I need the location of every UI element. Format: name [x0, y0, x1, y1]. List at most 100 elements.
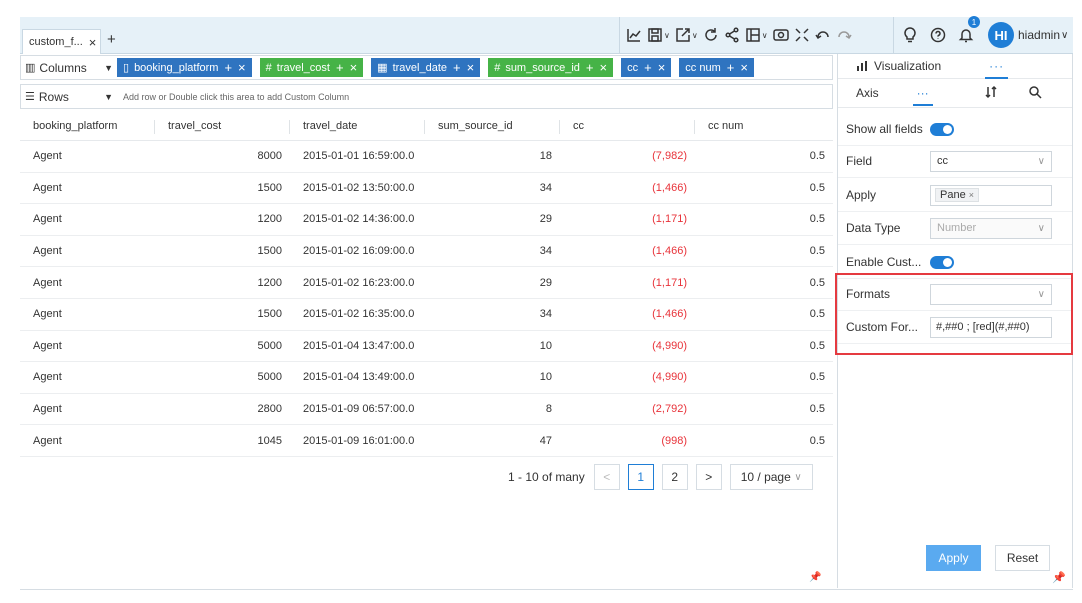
apply-button[interactable]: Apply [926, 545, 981, 571]
column-pill[interactable]: # travel_cost + × [259, 58, 364, 77]
apply-tag-select[interactable]: Pane × [930, 184, 1052, 206]
column-header[interactable]: travel_date [290, 112, 425, 140]
add-icon[interactable]: + [335, 60, 344, 75]
chevron-down-icon[interactable]: ∨ [1061, 29, 1069, 41]
next-page-button[interactable]: > [695, 464, 722, 490]
reset-button[interactable]: Reset [995, 545, 1050, 571]
lightbulb-icon[interactable] [902, 23, 918, 47]
column-header[interactable]: sum_source_id [425, 112, 560, 140]
avatar[interactable]: HI [988, 22, 1014, 48]
pagination-info: 1 - 10 of many [508, 470, 585, 484]
close-icon[interactable]: × [349, 60, 358, 75]
notification-bell-icon[interactable]: 1 [958, 16, 980, 47]
table-cell: (7,982) [652, 150, 687, 163]
page-size-select[interactable]: 10 / page ∨ [729, 464, 813, 490]
caret-down-icon[interactable]: ▼ [104, 91, 113, 102]
table-cell: 5000 [257, 339, 282, 352]
close-icon[interactable]: × [740, 60, 748, 75]
add-tab-icon[interactable]: + [107, 31, 116, 48]
layout-icon[interactable]: ∨ [745, 23, 768, 47]
close-icon[interactable]: × [466, 60, 475, 75]
tab-label: custom_f... [29, 36, 83, 48]
columns-label-group[interactable]: ▥ Columns ▼ [21, 56, 117, 79]
columns-label: Columns [39, 60, 87, 75]
help-icon[interactable] [930, 23, 946, 47]
column-pill[interactable]: # sum_source_id + × [488, 58, 614, 77]
pagination: 1 - 10 of many < 1 2 > 10 / page ∨ [508, 464, 821, 490]
field-select[interactable]: cc ∨ [930, 150, 1052, 172]
table-row[interactable]: Agent 1500 2015-01-02 16:09:00.0 34 (1,466) 0… [20, 236, 833, 268]
table-cell: 2015-01-09 06:57:00.0 [303, 403, 415, 416]
subtab-axis[interactable]: Axis [856, 86, 879, 100]
pin-icon[interactable]: 📌 [1052, 572, 1066, 584]
tag-remove-icon[interactable]: × [968, 190, 974, 200]
apply-tag: Pane × [935, 188, 979, 202]
rows-label-group[interactable]: ☰ Rows ▼ [21, 85, 117, 108]
share-icon[interactable] [724, 23, 740, 47]
prev-page-button[interactable]: < [593, 464, 620, 490]
tab-more[interactable]: ··· [985, 59, 1009, 79]
rows-placeholder[interactable]: Add row or Double click this area to add… [123, 91, 350, 102]
table-row[interactable]: Agent 1500 2015-01-02 16:35:00.0 34 (1,466) 0… [20, 299, 833, 331]
close-icon[interactable]: × [657, 60, 666, 75]
search-icon[interactable] [1028, 85, 1042, 102]
column-header[interactable]: cc [560, 112, 695, 140]
show-all-fields-toggle[interactable] [930, 122, 954, 136]
subtab-more[interactable]: ··· [912, 86, 933, 106]
columns-shelf[interactable]: ▥ Columns ▼ ▯ booking_platform + × # travel_c… [20, 55, 833, 80]
table-cell: Agent [33, 150, 62, 163]
custom-format-input[interactable]: #,##0 ; [red](#,##0) [930, 316, 1052, 338]
page-2-button[interactable]: 2 [661, 464, 688, 490]
undo-icon[interactable] [814, 23, 831, 47]
table-row[interactable]: Agent 1200 2015-01-02 16:23:00.0 29 (1,171) 0… [20, 267, 833, 299]
table-row[interactable]: Agent 5000 2015-01-04 13:49:00.0 10 (4,990) 0… [20, 362, 833, 394]
field-type-icon: # [494, 61, 501, 74]
apply-row: Apply Pane × [838, 179, 1072, 212]
save-icon[interactable]: ∨ [647, 23, 670, 47]
table-row[interactable]: Agent 1045 2015-01-09 16:01:00.0 47 (998) 0.5 [20, 425, 833, 457]
enable-custom-toggle[interactable] [930, 255, 954, 269]
refresh-icon[interactable] [703, 23, 719, 47]
add-icon[interactable]: + [224, 60, 233, 75]
add-icon[interactable]: + [585, 60, 594, 75]
pin-icon[interactable]: 📌 [809, 572, 822, 583]
custom-format-label: Custom For... [846, 320, 919, 334]
column-header[interactable]: cc num [708, 120, 744, 132]
table-cell: 2015-01-02 16:09:00.0 [303, 245, 415, 258]
column-header[interactable]: travel_cost [155, 112, 290, 140]
close-icon[interactable]: × [238, 60, 246, 75]
add-icon[interactable]: + [644, 60, 652, 75]
tab-close-icon[interactable]: × [88, 34, 97, 50]
column-pill[interactable]: cc num + × [679, 58, 754, 77]
sort-icon[interactable] [984, 85, 998, 102]
add-icon[interactable]: + [726, 60, 735, 75]
table-row[interactable]: Agent 1200 2015-01-02 14:36:00.0 29 (1,171) 0… [20, 204, 833, 236]
table-cell: Agent [33, 213, 62, 226]
table-row[interactable]: Agent 1500 2015-01-02 13:50:00.0 34 (1,466) 0… [20, 173, 833, 205]
line-chart-icon[interactable] [626, 23, 642, 47]
preview-icon[interactable] [772, 23, 789, 47]
caret-down-icon[interactable]: ▼ [104, 62, 113, 73]
table-row[interactable]: Agent 5000 2015-01-04 13:47:00.0 10 (4,990) 0… [20, 331, 833, 363]
pill-label: travel_cost [276, 61, 330, 74]
add-icon[interactable]: + [453, 60, 461, 75]
tab-visualization[interactable]: Visualization [856, 59, 941, 73]
rows-shelf[interactable]: ☰ Rows ▼ Add row or Double click this ar… [20, 84, 833, 109]
column-pill[interactable]: ▯ booking_platform + × [117, 58, 252, 77]
formats-select[interactable]: ∨ [930, 283, 1052, 305]
column-pill[interactable]: ▦ travel_date + × [371, 58, 481, 77]
table-row[interactable]: Agent 2800 2015-01-09 06:57:00.0 8 (2,792) 0.… [20, 394, 833, 426]
column-pill[interactable]: cc + × [621, 58, 672, 77]
table-row[interactable]: Agent 8000 2015-01-01 16:59:00.0 18 (7,982) 0… [20, 141, 833, 173]
close-icon[interactable]: × [599, 60, 608, 75]
export-icon[interactable]: ∨ [675, 23, 698, 47]
page-1-button[interactable]: 1 [627, 464, 654, 490]
table-cell: 1200 [257, 213, 282, 226]
toolbar-right: 1 HI hiadmin ∨ [893, 16, 1069, 53]
tab-custom[interactable]: custom_f... × [22, 29, 101, 54]
column-header[interactable]: booking_platform [20, 112, 155, 140]
redo-icon[interactable] [836, 23, 852, 47]
username[interactable]: hiadmin [1018, 28, 1061, 42]
fullscreen-icon[interactable] [794, 23, 810, 47]
chevron-down-icon: ∨ [761, 30, 768, 40]
